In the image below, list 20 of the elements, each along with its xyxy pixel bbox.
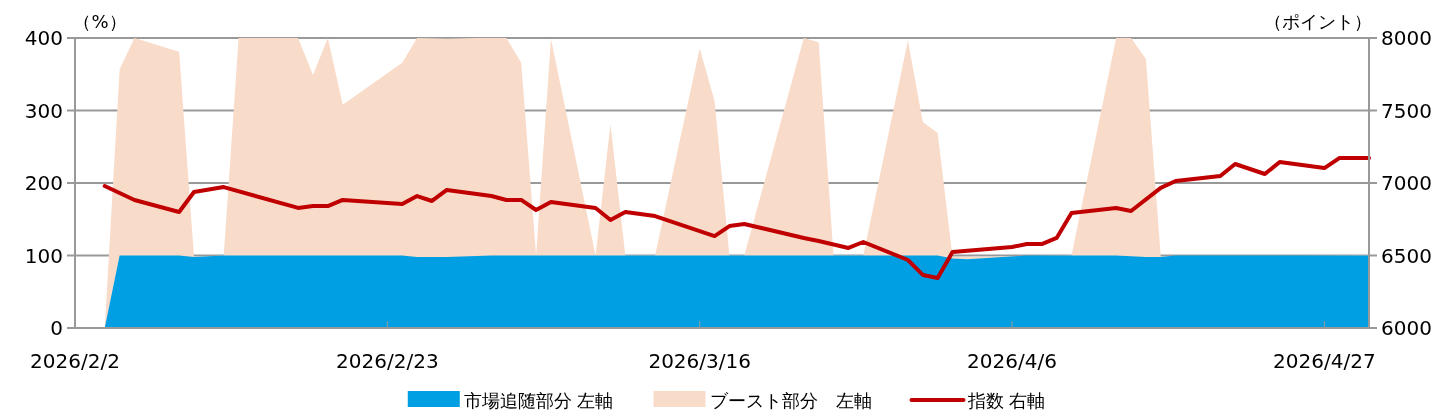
y-tick-label: 0 [50,316,63,340]
legend-label: ブースト部分 左軸 [709,390,872,411]
x-tick-label: 2026/4/27 [1273,349,1376,373]
y2-axis-title: （ポイント） [1264,11,1372,32]
y2-tick-label: 7000 [1381,171,1432,195]
x-tick-label: 2026/2/23 [336,349,439,373]
legend-label: 指数 右軸 [966,390,1046,411]
y-tick-label: 300 [24,98,63,123]
x-tick-label: 2026/2/2 [30,349,120,373]
x-tick-label: 2026/4/6 [967,349,1057,373]
y2-tick-label: 6500 [1381,243,1432,268]
y-tick-label: 200 [24,171,63,195]
y-tick-label: 100 [24,243,63,268]
y-axis-title: （%） [73,11,127,32]
y2-tick-label: 7500 [1381,98,1432,123]
y2-tick-label: 8000 [1381,26,1432,50]
y-tick-label: 400 [24,26,63,50]
y2-tick-label: 6000 [1381,316,1432,340]
legend-label: 市場追随部分 左軸 [463,390,614,411]
x-tick-label: 2026/3/16 [648,349,751,373]
